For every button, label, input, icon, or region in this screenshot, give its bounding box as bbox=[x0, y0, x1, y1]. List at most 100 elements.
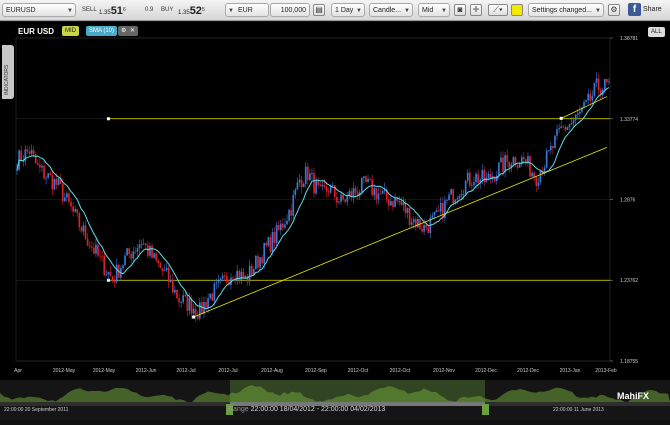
candle bbox=[86, 232, 89, 247]
candle-body bbox=[564, 126, 567, 130]
range-navigator[interactable] bbox=[0, 380, 670, 420]
candle bbox=[39, 158, 41, 173]
candle bbox=[477, 169, 479, 190]
candle-body bbox=[271, 231, 274, 252]
buy-price[interactable]: 1.35525 bbox=[178, 2, 205, 18]
candle-body bbox=[475, 173, 477, 183]
candle bbox=[211, 292, 214, 301]
candle-body bbox=[363, 176, 365, 178]
sma-10-line bbox=[16, 87, 610, 310]
candle bbox=[124, 252, 126, 267]
candle-body bbox=[454, 199, 457, 204]
candle-body bbox=[248, 265, 251, 282]
candle-body bbox=[28, 151, 31, 154]
candle-body bbox=[404, 202, 407, 213]
all-button[interactable]: ALL bbox=[648, 27, 665, 37]
candle bbox=[311, 168, 313, 180]
candle-body bbox=[286, 220, 288, 225]
candle bbox=[292, 190, 295, 220]
candle-body bbox=[375, 188, 378, 200]
candle-body bbox=[115, 264, 118, 283]
timeframe-select[interactable]: 1 Day ▼ bbox=[331, 3, 365, 17]
candle-body bbox=[533, 172, 536, 178]
candle-body bbox=[311, 173, 313, 174]
candle bbox=[240, 268, 243, 285]
candle bbox=[306, 162, 309, 185]
candle bbox=[454, 198, 457, 206]
candle-body bbox=[379, 193, 382, 195]
currency-select[interactable]: ▼ EUR bbox=[225, 3, 269, 17]
candle bbox=[184, 291, 187, 298]
candle-body bbox=[545, 150, 548, 168]
candle-body bbox=[597, 78, 600, 91]
indicators-tab[interactable]: INDICATORS bbox=[2, 45, 14, 99]
candle-body bbox=[547, 150, 550, 151]
chevron-down-icon: ▼ bbox=[228, 8, 234, 14]
draw-line-icon[interactable]: ⟋▾ bbox=[488, 4, 508, 16]
candle-body bbox=[217, 280, 220, 283]
candle-body bbox=[348, 191, 351, 196]
candle-body bbox=[402, 202, 405, 205]
facebook-icon[interactable]: f bbox=[628, 3, 641, 16]
candle-body bbox=[167, 267, 170, 283]
candle bbox=[138, 239, 141, 255]
candle-body bbox=[483, 170, 486, 182]
candle bbox=[309, 168, 311, 181]
sell-label: SELL bbox=[82, 7, 97, 13]
share-label[interactable]: Share bbox=[643, 6, 662, 13]
navigator-chart[interactable] bbox=[0, 380, 670, 420]
settings-icon[interactable]: ⚙ bbox=[118, 26, 130, 36]
candle-body bbox=[263, 243, 266, 264]
candle bbox=[159, 262, 162, 269]
price-chart[interactable]: 1.38781 1.33774 1.2876 1.23762 1.18755 Apr 20… bbox=[0, 22, 670, 380]
candle-body bbox=[186, 294, 189, 311]
candle-body bbox=[300, 179, 303, 188]
candle-body bbox=[498, 162, 500, 176]
candle bbox=[340, 190, 342, 205]
candle-body bbox=[437, 210, 440, 212]
candle bbox=[387, 193, 390, 211]
price-type-select[interactable]: Mid ▼ bbox=[418, 3, 450, 17]
candle bbox=[213, 279, 216, 306]
candle bbox=[93, 242, 95, 255]
candle-body bbox=[560, 126, 563, 129]
candle bbox=[277, 220, 280, 231]
settings-select[interactable]: Settings changed... ▼ bbox=[528, 3, 604, 17]
candle-body bbox=[41, 165, 43, 168]
candle bbox=[352, 182, 355, 204]
mahifx-logo: MahiFX bbox=[617, 391, 650, 401]
line-handle bbox=[192, 315, 196, 319]
screenshot-icon[interactable]: ◙ bbox=[454, 4, 466, 16]
candle bbox=[471, 181, 473, 192]
color-picker-icon[interactable] bbox=[511, 4, 523, 16]
price-type-value: Mid bbox=[422, 7, 434, 14]
sell-price[interactable]: 1.35516 bbox=[99, 2, 126, 18]
candle-body bbox=[273, 231, 276, 243]
trend-line bbox=[561, 96, 608, 119]
candle-body bbox=[88, 245, 91, 247]
sma-badge[interactable]: SMA (10) bbox=[86, 26, 118, 36]
candle-body bbox=[53, 178, 56, 190]
symbol-select[interactable]: EURUSD ▼ bbox=[2, 3, 76, 17]
gear-icon[interactable]: ⚙ bbox=[608, 4, 620, 16]
trade-ticket-icon[interactable]: ▤ bbox=[313, 4, 325, 16]
amount-input[interactable]: 100,000 bbox=[270, 3, 310, 17]
x-tick-label: 2013-Feb bbox=[595, 368, 617, 374]
candle bbox=[176, 289, 178, 300]
crosshair-icon[interactable]: ✛ bbox=[470, 4, 482, 16]
x-tick-label: 2012-Sep bbox=[305, 368, 327, 374]
x-tick-label: 2012-Jul bbox=[218, 368, 237, 374]
candle-body bbox=[66, 193, 68, 198]
candle-body bbox=[537, 182, 540, 187]
candle bbox=[406, 207, 409, 219]
candle bbox=[45, 175, 47, 185]
chart-area[interactable]: 1.38781 1.33774 1.2876 1.23762 1.18755 Apr 20… bbox=[0, 22, 670, 380]
candle bbox=[537, 176, 540, 190]
close-icon[interactable]: ✕ bbox=[127, 26, 139, 36]
candle-body bbox=[331, 185, 334, 186]
mid-badge[interactable]: MID bbox=[62, 26, 79, 36]
chart-type-select[interactable]: Candle... ▼ bbox=[369, 3, 413, 17]
candle-body bbox=[423, 224, 425, 232]
line-handle bbox=[106, 117, 110, 121]
candle bbox=[572, 116, 575, 128]
